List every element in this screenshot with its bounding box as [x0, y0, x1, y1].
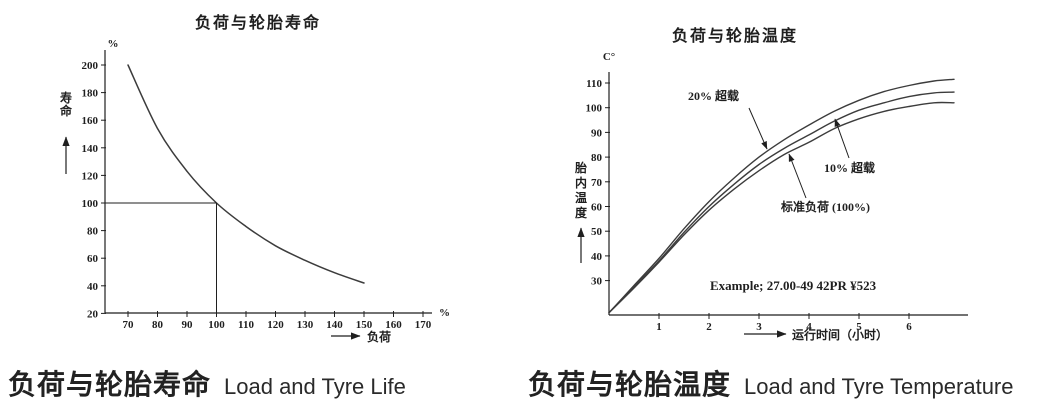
y-tick-label: 200 [82, 60, 99, 72]
x-axis-title: 运行时间（小时） [792, 327, 888, 342]
y-tick-label: 90 [591, 127, 603, 139]
y-tick-label: 30 [591, 276, 603, 288]
y-tick-label: 60 [591, 202, 603, 214]
series-leader-arrow-1 [834, 118, 850, 159]
load-life-caption-en: Load and Tyre Life [224, 374, 406, 399]
x-tick-label: 1 [656, 321, 662, 333]
y-tick-label: 80 [591, 152, 603, 164]
x-tick-label: 120 [267, 319, 284, 331]
x-axis-title: 负荷 [367, 329, 391, 344]
x-axis-unit: % [439, 307, 450, 319]
series-curve-0 [127, 64, 365, 284]
load-temperature-caption: 负荷与轮胎温度 Load and Tyre Temperature [528, 363, 1014, 403]
load-life-chart-title: 负荷与轮胎寿命 [194, 15, 321, 32]
series-curve-1 [608, 91, 955, 314]
y-tick-label: 70 [591, 177, 603, 189]
series-leader-arrow-2 [788, 153, 807, 199]
x-tick-label: 6 [906, 321, 912, 333]
load-temperature-chart-title: 负荷与轮胎温度 [671, 28, 798, 45]
load-temperature-chart: 30 40 50 60 70 80 90 100 110 1 2 3 4 5 6 C° 胎内温度运行时间（小时）… [575, 51, 968, 342]
load-life-caption-zh: 负荷与轮胎寿命 [8, 369, 212, 400]
y-tick-label: 140 [82, 143, 99, 155]
load-life-chart: 20 40 60 80 100 120 140 160 180 200 70 80 90 100 110 12… [59, 38, 450, 344]
x-tick-label: 3 [756, 321, 762, 333]
y-axis-title-char: 度 [575, 205, 588, 220]
y-tick-label: 100 [82, 198, 99, 210]
y-tick-label: 40 [591, 251, 603, 263]
y-tick-label: 20 [87, 308, 99, 320]
load-temperature-caption-en: Load and Tyre Temperature [744, 374, 1014, 399]
y-axis-title-char: 寿 [60, 90, 72, 105]
x-tick-label: 5 [856, 321, 862, 333]
x-tick-label: 2 [706, 321, 712, 333]
series-label-1: 10% 超载 [824, 160, 875, 175]
x-tick-label: 4 [806, 321, 812, 333]
x-tick-label: 170 [415, 319, 432, 331]
y-axis-title-char: 胎 [575, 160, 587, 175]
load-temperature-caption-zh: 负荷与轮胎温度 [528, 369, 732, 400]
x-tick-label: 80 [152, 319, 164, 331]
y-tick-label: 120 [82, 170, 99, 182]
y-tick-label: 50 [591, 226, 603, 238]
series-curve-0 [608, 78, 955, 314]
x-tick-label: 160 [385, 319, 402, 331]
y-tick-label: 160 [82, 115, 99, 127]
x-tick-label: 140 [326, 319, 343, 331]
x-tick-label: 110 [238, 319, 254, 331]
y-axis-title-char: 内 [575, 175, 587, 190]
y-tick-label: 60 [87, 253, 99, 265]
example-annotation: Example; 27.00-49 42PR ¥523 [710, 278, 877, 293]
load-life-caption: 负荷与轮胎寿命 Load and Tyre Life [8, 363, 406, 403]
series-leader-arrow-0 [748, 107, 768, 150]
x-tick-label: 100 [208, 319, 225, 331]
y-axis-title-char: 温 [575, 191, 587, 205]
y-tick-label: 110 [586, 78, 602, 90]
y-tick-label: 40 [87, 281, 99, 293]
x-tick-label: 130 [297, 319, 314, 331]
y-axis-title-char: 命 [59, 103, 73, 118]
x-tick-label: 70 [123, 319, 135, 331]
x-tick-label: 90 [182, 319, 194, 331]
x-tick-label: 150 [356, 319, 373, 331]
series-label-2: 标准负荷 (100%) [780, 199, 870, 214]
y-axis-unit: C° [603, 51, 615, 63]
series-label-0: 20% 超载 [688, 88, 739, 103]
series-curve-2 [608, 101, 955, 314]
y-tick-label: 100 [586, 103, 603, 115]
y-tick-label: 180 [82, 88, 99, 100]
y-axis-unit: % [108, 38, 119, 50]
y-tick-label: 80 [87, 226, 99, 238]
